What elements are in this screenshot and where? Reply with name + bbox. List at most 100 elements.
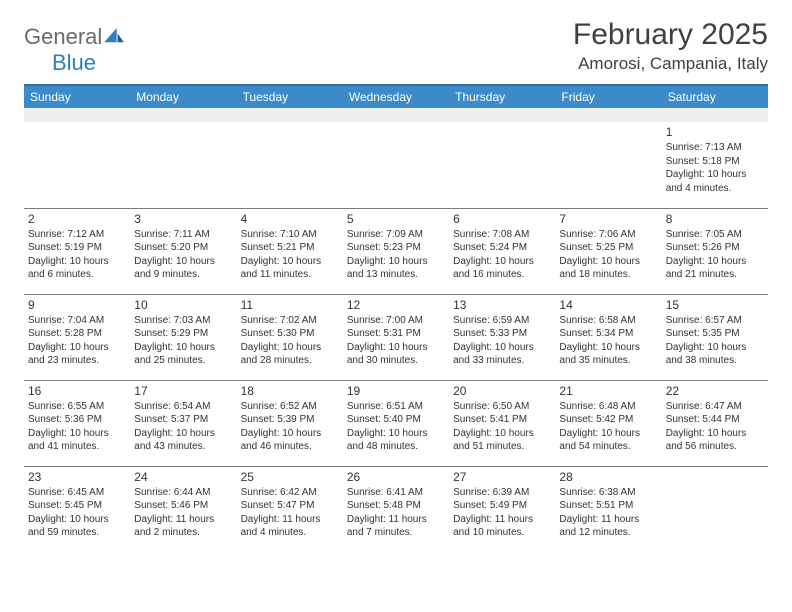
sunrise-line: Sunrise: 7:00 AM [347, 314, 445, 328]
daylight-line: Daylight: 10 hours and 30 minutes. [347, 341, 445, 368]
day-number: 5 [347, 211, 445, 227]
location: Amorosi, Campania, Italy [573, 54, 768, 74]
calendar-row: 9Sunrise: 7:04 AMSunset: 5:28 PMDaylight… [24, 294, 768, 380]
day-number: 6 [453, 211, 551, 227]
daylight-line: Daylight: 10 hours and 23 minutes. [28, 341, 126, 368]
sunset-line: Sunset: 5:49 PM [453, 499, 551, 513]
day-number: 22 [666, 383, 764, 399]
day-number: 28 [559, 469, 657, 485]
daylight-line: Daylight: 10 hours and 13 minutes. [347, 255, 445, 282]
day-cell: 17Sunrise: 6:54 AMSunset: 5:37 PMDayligh… [130, 380, 236, 466]
empty-cell [662, 466, 768, 552]
day-cell: 19Sunrise: 6:51 AMSunset: 5:40 PMDayligh… [343, 380, 449, 466]
sunset-line: Sunset: 5:29 PM [134, 327, 232, 341]
day-cell: 12Sunrise: 7:00 AMSunset: 5:31 PMDayligh… [343, 294, 449, 380]
day-number: 16 [28, 383, 126, 399]
sunset-line: Sunset: 5:28 PM [28, 327, 126, 341]
sunrise-line: Sunrise: 7:13 AM [666, 141, 764, 155]
day-number: 18 [241, 383, 339, 399]
day-number: 15 [666, 297, 764, 313]
day-number: 23 [28, 469, 126, 485]
daylight-line: Daylight: 10 hours and 6 minutes. [28, 255, 126, 282]
sunrise-line: Sunrise: 7:06 AM [559, 228, 657, 242]
sunrise-line: Sunrise: 6:48 AM [559, 400, 657, 414]
sunset-line: Sunset: 5:33 PM [453, 327, 551, 341]
day-cell: 10Sunrise: 7:03 AMSunset: 5:29 PMDayligh… [130, 294, 236, 380]
day-cell: 11Sunrise: 7:02 AMSunset: 5:30 PMDayligh… [237, 294, 343, 380]
calendar-row: 23Sunrise: 6:45 AMSunset: 5:45 PMDayligh… [24, 466, 768, 552]
day-cell: 22Sunrise: 6:47 AMSunset: 5:44 PMDayligh… [662, 380, 768, 466]
day-cell: 1Sunrise: 7:13 AMSunset: 5:18 PMDaylight… [662, 122, 768, 208]
daylight-line: Daylight: 11 hours and 12 minutes. [559, 513, 657, 540]
daylight-line: Daylight: 10 hours and 16 minutes. [453, 255, 551, 282]
daylight-line: Daylight: 11 hours and 7 minutes. [347, 513, 445, 540]
daylight-line: Daylight: 10 hours and 54 minutes. [559, 427, 657, 454]
weekday-header: Tuesday [237, 85, 343, 108]
sunrise-line: Sunrise: 6:44 AM [134, 486, 232, 500]
sunset-line: Sunset: 5:21 PM [241, 241, 339, 255]
calendar-table: Sunday Monday Tuesday Wednesday Thursday… [24, 84, 768, 552]
daylight-line: Daylight: 11 hours and 4 minutes. [241, 513, 339, 540]
daylight-line: Daylight: 10 hours and 48 minutes. [347, 427, 445, 454]
sunrise-line: Sunrise: 7:04 AM [28, 314, 126, 328]
empty-cell [237, 122, 343, 208]
sunrise-line: Sunrise: 7:09 AM [347, 228, 445, 242]
sunrise-line: Sunrise: 7:11 AM [134, 228, 232, 242]
day-number: 20 [453, 383, 551, 399]
daylight-line: Daylight: 10 hours and 56 minutes. [666, 427, 764, 454]
daylight-line: Daylight: 10 hours and 59 minutes. [28, 513, 126, 540]
weekday-header: Friday [555, 85, 661, 108]
day-cell: 21Sunrise: 6:48 AMSunset: 5:42 PMDayligh… [555, 380, 661, 466]
logo-word1: General [24, 24, 102, 49]
sunset-line: Sunset: 5:23 PM [347, 241, 445, 255]
sunset-line: Sunset: 5:34 PM [559, 327, 657, 341]
day-cell: 8Sunrise: 7:05 AMSunset: 5:26 PMDaylight… [662, 208, 768, 294]
sunset-line: Sunset: 5:35 PM [666, 327, 764, 341]
daylight-line: Daylight: 10 hours and 25 minutes. [134, 341, 232, 368]
sunrise-line: Sunrise: 7:03 AM [134, 314, 232, 328]
day-cell: 9Sunrise: 7:04 AMSunset: 5:28 PMDaylight… [24, 294, 130, 380]
day-number: 1 [666, 124, 764, 140]
sunrise-line: Sunrise: 6:54 AM [134, 400, 232, 414]
day-cell: 14Sunrise: 6:58 AMSunset: 5:34 PMDayligh… [555, 294, 661, 380]
day-cell: 28Sunrise: 6:38 AMSunset: 5:51 PMDayligh… [555, 466, 661, 552]
logo-sail-icon [104, 28, 124, 44]
daylight-line: Daylight: 10 hours and 18 minutes. [559, 255, 657, 282]
day-cell: 6Sunrise: 7:08 AMSunset: 5:24 PMDaylight… [449, 208, 555, 294]
sunset-line: Sunset: 5:25 PM [559, 241, 657, 255]
day-number: 2 [28, 211, 126, 227]
sunset-line: Sunset: 5:40 PM [347, 413, 445, 427]
daylight-line: Daylight: 10 hours and 43 minutes. [134, 427, 232, 454]
empty-cell [343, 122, 449, 208]
day-cell: 23Sunrise: 6:45 AMSunset: 5:45 PMDayligh… [24, 466, 130, 552]
sunrise-line: Sunrise: 6:51 AM [347, 400, 445, 414]
sunset-line: Sunset: 5:18 PM [666, 155, 764, 169]
sunset-line: Sunset: 5:51 PM [559, 499, 657, 513]
sunset-line: Sunset: 5:19 PM [28, 241, 126, 255]
day-number: 17 [134, 383, 232, 399]
day-number: 27 [453, 469, 551, 485]
sunrise-line: Sunrise: 7:02 AM [241, 314, 339, 328]
sunrise-line: Sunrise: 6:50 AM [453, 400, 551, 414]
weekday-header: Saturday [662, 85, 768, 108]
sunset-line: Sunset: 5:48 PM [347, 499, 445, 513]
daylight-line: Daylight: 10 hours and 46 minutes. [241, 427, 339, 454]
daylight-line: Daylight: 10 hours and 28 minutes. [241, 341, 339, 368]
day-cell: 18Sunrise: 6:52 AMSunset: 5:39 PMDayligh… [237, 380, 343, 466]
day-number: 13 [453, 297, 551, 313]
empty-cell [449, 122, 555, 208]
sunset-line: Sunset: 5:47 PM [241, 499, 339, 513]
calendar-row: 2Sunrise: 7:12 AMSunset: 5:19 PMDaylight… [24, 208, 768, 294]
daylight-line: Daylight: 11 hours and 2 minutes. [134, 513, 232, 540]
day-cell: 5Sunrise: 7:09 AMSunset: 5:23 PMDaylight… [343, 208, 449, 294]
day-number: 24 [134, 469, 232, 485]
day-number: 7 [559, 211, 657, 227]
empty-cell [24, 122, 130, 208]
sunrise-line: Sunrise: 6:52 AM [241, 400, 339, 414]
day-cell: 2Sunrise: 7:12 AMSunset: 5:19 PMDaylight… [24, 208, 130, 294]
day-number: 25 [241, 469, 339, 485]
day-number: 19 [347, 383, 445, 399]
sunset-line: Sunset: 5:20 PM [134, 241, 232, 255]
sunrise-line: Sunrise: 6:59 AM [453, 314, 551, 328]
sunset-line: Sunset: 5:24 PM [453, 241, 551, 255]
